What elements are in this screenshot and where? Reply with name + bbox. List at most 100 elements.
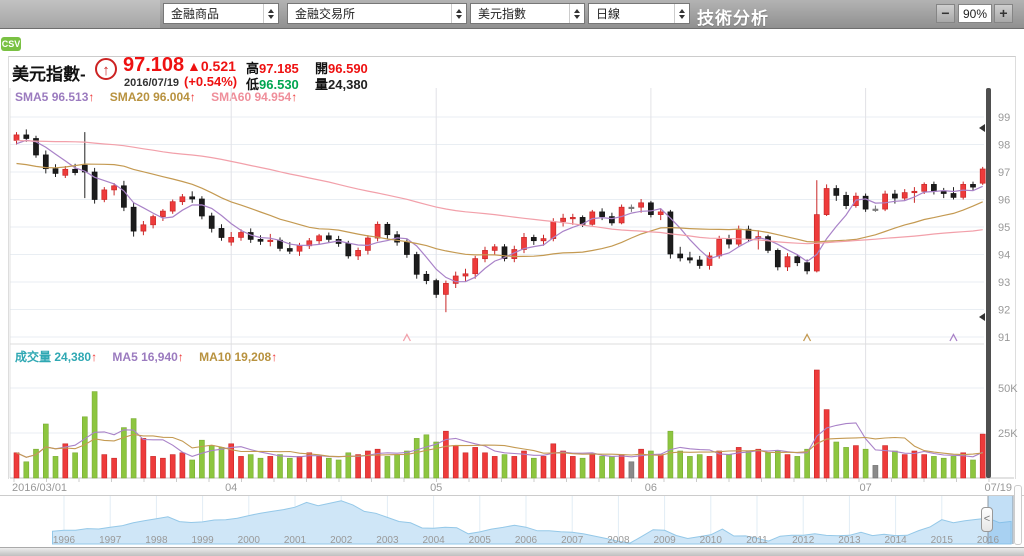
svg-text:2002: 2002 xyxy=(330,535,353,546)
select-spinner-icon xyxy=(674,4,689,23)
sma5-label: SMA5 xyxy=(15,90,49,104)
vol-ma5-value: 16,940 xyxy=(141,350,178,364)
svg-text:2006: 2006 xyxy=(515,535,538,546)
symbol-label: 美元指數 xyxy=(478,7,527,21)
svg-text:1999: 1999 xyxy=(191,535,214,546)
sma60-line xyxy=(16,139,983,245)
price-change: ▲0.521 xyxy=(187,58,236,74)
volume-value: 24,380 xyxy=(328,77,368,92)
svg-text:2015: 2015 xyxy=(931,535,954,546)
svg-text:2016/03/01: 2016/03/01 xyxy=(12,482,67,494)
svg-text:99: 99 xyxy=(998,112,1010,124)
svg-text:2005: 2005 xyxy=(469,535,492,546)
scroll-marker-down-icon xyxy=(979,313,985,321)
volume-label: 量 xyxy=(315,77,329,92)
price-change-percent: (+0.54%) xyxy=(184,74,238,89)
volume-ma5-line xyxy=(16,422,983,458)
volume-legend-label: 成交量 xyxy=(15,350,52,364)
commodity-type-select[interactable]: 金融商品 xyxy=(163,3,279,24)
sma5-line xyxy=(16,139,983,283)
low-value: 96.530 xyxy=(259,77,299,92)
volume-field: 量24,380 xyxy=(315,74,368,93)
svg-text:50K: 50K xyxy=(998,383,1018,395)
svg-text:05: 05 xyxy=(430,482,442,494)
svg-text:07: 07 xyxy=(859,482,871,494)
nav-year-labels: 1996 1997 1998 1999 2000 2001 2002 2003 2004 2005… xyxy=(53,535,1000,546)
svg-text:96: 96 xyxy=(998,195,1010,207)
svg-text:2013: 2013 xyxy=(838,535,861,546)
svg-text:92: 92 xyxy=(998,305,1010,317)
price-up-circle-icon: ↑ xyxy=(95,58,117,80)
zoom-level-value[interactable]: 90% xyxy=(958,4,992,23)
nav-area xyxy=(52,500,1012,545)
svg-text:07/19: 07/19 xyxy=(984,482,1012,494)
volume-ma10-line xyxy=(16,433,983,458)
vol-ma5-up-arrow-icon: ↑ xyxy=(177,350,184,364)
csv-export-button[interactable]: CSV xyxy=(1,37,21,51)
navigator-chart[interactable]: 1996 1997 1998 1999 2000 2001 2002 2003 2004 2005… xyxy=(0,496,1024,546)
sma20-value: 96.004 xyxy=(153,90,190,104)
sma-legend: SMA5 96.513↑ SMA20 96.004↑ SMA60 94.954↑ xyxy=(15,90,297,104)
vol-ma10-label: MA10 xyxy=(199,350,232,364)
symbol-select[interactable]: 美元指數 xyxy=(470,3,585,24)
sma20-up-arrow-icon: ↑ xyxy=(189,90,196,104)
bottom-scrollbar[interactable] xyxy=(0,547,1024,556)
toolbar-left-spacer xyxy=(0,0,160,28)
svg-text:95: 95 xyxy=(998,222,1010,234)
chart-frame xyxy=(8,56,1016,479)
grid xyxy=(9,88,1014,482)
svg-text:1998: 1998 xyxy=(145,535,168,546)
sma5-up-arrow-icon: ↑ xyxy=(88,90,95,104)
sma20-line xyxy=(16,162,983,258)
price-scale-scrollbar[interactable] xyxy=(986,88,991,478)
svg-text:25K: 25K xyxy=(998,428,1018,440)
svg-text:2001: 2001 xyxy=(284,535,307,546)
svg-text:2000: 2000 xyxy=(238,535,261,546)
svg-text:98: 98 xyxy=(998,140,1010,152)
exchange-label: 金融交易所 xyxy=(295,7,356,21)
navigator-right-scrollbar[interactable] xyxy=(1014,485,1022,545)
svg-text:06: 06 xyxy=(645,482,657,494)
svg-text:91: 91 xyxy=(998,332,1010,344)
volume-legend-value: 24,380 xyxy=(54,350,92,364)
select-spinner-icon xyxy=(451,4,466,23)
exchange-select[interactable]: 金融交易所 xyxy=(287,3,467,24)
svg-text:2010: 2010 xyxy=(700,535,723,546)
instrument-title: 美元指數- xyxy=(12,65,86,84)
price-volume-chart[interactable]: 99 98 97 96 95 94 93 92 91 50K 25K 2016/03/01 04 05 06… xyxy=(0,88,1024,498)
timeframe-label: 日線 xyxy=(596,7,621,21)
tab-technical-analysis[interactable]: 技術分析 xyxy=(697,9,769,28)
high-label: 高 xyxy=(246,61,260,76)
open-label: 開 xyxy=(315,61,329,76)
open-field: 開96.590 xyxy=(315,58,368,77)
high-field: 高97.185 xyxy=(246,58,299,77)
zoom-in-button[interactable]: + xyxy=(994,4,1013,23)
select-spinner-icon xyxy=(569,4,584,23)
high-value: 97.185 xyxy=(259,61,299,76)
svg-text:2008: 2008 xyxy=(607,535,630,546)
navigator-wrap: 1996 1997 1998 1999 2000 2001 2002 2003 2004 2005… xyxy=(0,495,1024,547)
sma5-value: 96.513 xyxy=(51,90,89,104)
svg-text:1997: 1997 xyxy=(99,535,122,546)
zoom-out-button[interactable]: − xyxy=(936,4,955,23)
navigator-left-handle[interactable]: < xyxy=(981,507,993,532)
svg-text:2003: 2003 xyxy=(376,535,399,546)
quote-date: 2016/07/19 xyxy=(124,77,180,89)
svg-text:2007: 2007 xyxy=(561,535,584,546)
y-axis-labels: 99 98 97 96 95 94 93 92 91 50K 25K xyxy=(998,112,1018,440)
sma20-label: SMA20 xyxy=(109,90,150,104)
volume-bars xyxy=(13,369,986,479)
vol-ma10-value: 19,208 xyxy=(234,350,272,364)
svg-text:2009: 2009 xyxy=(653,535,676,546)
x-axis-labels: 2016/03/01 04 05 06 07 07/19 xyxy=(12,482,1012,494)
svg-text:93: 93 xyxy=(998,277,1010,289)
vol-ma5-label: MA5 xyxy=(112,350,138,364)
svg-text:2004: 2004 xyxy=(422,535,445,546)
volume-up-arrow-icon: ↑ xyxy=(91,350,98,364)
svg-text:94: 94 xyxy=(998,250,1010,262)
select-spinner-icon xyxy=(263,4,278,23)
timeframe-select[interactable]: 日線 xyxy=(588,3,690,24)
svg-text:2011: 2011 xyxy=(746,535,768,546)
vol-ma10-up-arrow-icon: ↑ xyxy=(271,350,278,364)
